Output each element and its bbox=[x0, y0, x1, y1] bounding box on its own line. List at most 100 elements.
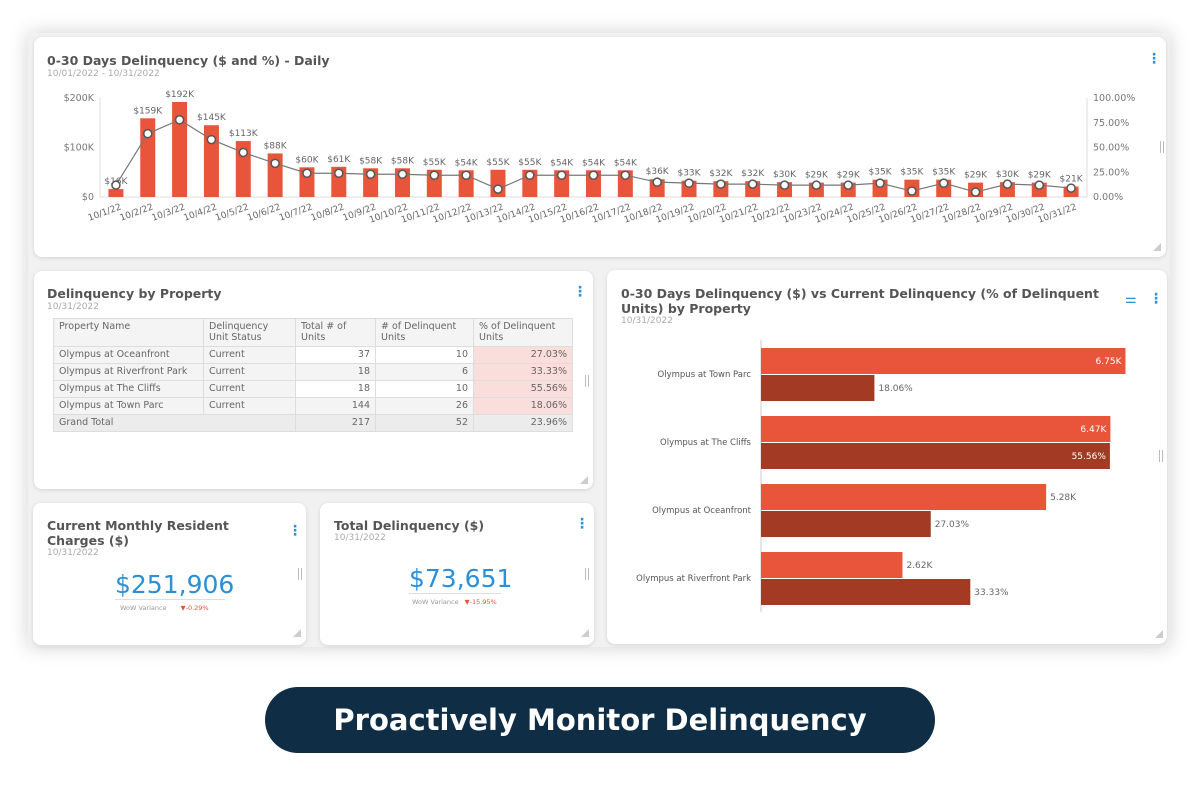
category-label: Olympus at The Cliffs bbox=[660, 438, 752, 448]
resize-grip[interactable] bbox=[1159, 450, 1163, 462]
percent-point bbox=[938, 178, 949, 188]
compare-card: 0-30 Days Delinquency ($) vs Current Del… bbox=[607, 270, 1167, 644]
cell: Olympus at Oceanfront bbox=[53, 346, 204, 364]
bar-label: $58K bbox=[391, 156, 415, 166]
table-row: Olympus at Oceanfront Current 37 10 27.03% bbox=[53, 346, 573, 364]
filter-settings-icon[interactable]: ⚌ bbox=[1125, 292, 1137, 307]
cell: Olympus at The Cliffs bbox=[53, 380, 204, 398]
bar-label: $29K bbox=[1028, 171, 1052, 181]
resize-handle[interactable] bbox=[293, 629, 301, 637]
bar-label: $145K bbox=[197, 113, 227, 123]
resize-handle[interactable] bbox=[1153, 243, 1161, 251]
percent-point bbox=[143, 128, 153, 139]
bar-label: $58K bbox=[359, 156, 383, 166]
x-tick-label: 10/5/22 bbox=[214, 202, 250, 223]
bar-label: $32K bbox=[741, 169, 765, 179]
more-options-icon[interactable]: ⋮ bbox=[573, 284, 587, 300]
percent-point bbox=[111, 180, 121, 190]
variance-value: ▼-15.95% bbox=[464, 598, 497, 606]
bar-label: $32K bbox=[709, 169, 733, 179]
card-subtitle: 10/31/2022 bbox=[334, 533, 386, 543]
table-row: Olympus at Town Parc Current 144 26 18.06% bbox=[53, 397, 573, 415]
column-header[interactable]: Property Name bbox=[53, 318, 204, 347]
card-title: Current Monthly Resident Charges ($) bbox=[47, 518, 229, 548]
y2-tick-label: 25.00% bbox=[1093, 167, 1129, 178]
bar-label: $88K bbox=[264, 141, 288, 151]
bar-label: $33K bbox=[677, 169, 701, 179]
grand-total-row: Grand Total 217 52 23.96% bbox=[53, 414, 573, 432]
percent-point bbox=[493, 184, 503, 194]
bar-delinquency bbox=[761, 416, 1111, 442]
y2-tick-label: 100.00% bbox=[1093, 93, 1135, 104]
column-header[interactable]: Total # of Units bbox=[295, 318, 376, 347]
bar-label: 33.33% bbox=[974, 588, 1009, 598]
percent-point bbox=[588, 170, 599, 180]
x-tick-label: 10/1/22 bbox=[87, 202, 123, 223]
bar-label: $61K bbox=[327, 155, 351, 165]
percent-point bbox=[206, 134, 217, 145]
percent-point bbox=[747, 179, 758, 189]
bar-label: $29K bbox=[964, 171, 988, 181]
resize-handle[interactable] bbox=[1155, 630, 1163, 638]
card-subtitle: 10/01/2022 - 10/31/2022 bbox=[47, 69, 160, 79]
percent-point bbox=[684, 178, 694, 188]
bar-label: $30K bbox=[996, 170, 1020, 180]
bar-percent bbox=[761, 443, 1110, 469]
cell: 18 bbox=[295, 363, 376, 381]
kpi-value: $73,651 bbox=[409, 564, 513, 594]
column-header[interactable]: # of Delinquent Units bbox=[375, 318, 474, 347]
percent-point bbox=[429, 170, 440, 180]
variance-label: WoW Variance bbox=[120, 604, 167, 612]
cell: 37 bbox=[295, 346, 376, 364]
cell: Olympus at Riverfront Park bbox=[53, 363, 204, 381]
bar-delinquency bbox=[761, 484, 1047, 510]
bar bbox=[172, 101, 188, 197]
percent-point bbox=[461, 170, 471, 180]
resize-grip[interactable] bbox=[585, 375, 589, 387]
delinquency-by-property-card: Delinquency by Property 10/31/2022 ⋮ Pro… bbox=[34, 271, 593, 489]
column-header[interactable]: Delinquency Unit Status bbox=[203, 318, 296, 347]
bar-label: $113K bbox=[229, 129, 259, 139]
more-options-icon[interactable]: ⋮ bbox=[575, 516, 589, 532]
resize-grip[interactable] bbox=[1160, 141, 1164, 153]
bar-label: $35K bbox=[869, 168, 893, 178]
bar-percent bbox=[761, 375, 875, 401]
more-options-icon[interactable]: ⋮ bbox=[1147, 51, 1161, 67]
bar-label: $35K bbox=[932, 168, 956, 178]
card-subtitle: 10/31/2022 bbox=[47, 302, 99, 312]
resident-charges-card: Current Monthly Resident Charges ($) 10/… bbox=[33, 503, 306, 645]
resize-handle[interactable] bbox=[580, 476, 588, 484]
bar bbox=[203, 125, 219, 197]
cell: Grand Total bbox=[53, 414, 296, 432]
bar-label: $55K bbox=[423, 158, 447, 168]
card-title: 0-30 Days Delinquency ($) vs Current Del… bbox=[621, 286, 1099, 316]
bar-label: 6.75K bbox=[1096, 357, 1123, 367]
category-label: Olympus at Town Parc bbox=[658, 370, 752, 380]
percent-point bbox=[1066, 183, 1076, 193]
resize-grip[interactable] bbox=[585, 568, 589, 580]
percent-point bbox=[811, 180, 822, 190]
percent-point bbox=[174, 115, 185, 125]
cell: Current bbox=[203, 380, 296, 398]
banner: Proactively Monitor Delinquency bbox=[265, 687, 935, 753]
bar-label: 6.47K bbox=[1080, 425, 1107, 435]
percent-point bbox=[334, 168, 344, 178]
cell: 55.56% bbox=[473, 380, 573, 398]
cell: 23.96% bbox=[473, 414, 573, 432]
variance-label: WoW Variance bbox=[412, 598, 459, 606]
percent-point bbox=[907, 186, 917, 196]
resize-grip[interactable] bbox=[298, 568, 302, 580]
bar-delinquency bbox=[761, 348, 1126, 374]
more-options-icon[interactable]: ⋮ bbox=[1149, 291, 1163, 307]
cell: 6 bbox=[375, 363, 474, 381]
more-options-icon[interactable]: ⋮ bbox=[288, 523, 302, 539]
resize-handle[interactable] bbox=[581, 629, 589, 637]
daily-chart: $0 $100K $200K 0.00% 25.00% 50.00% 75.00% 100.0… bbox=[64, 90, 1136, 226]
bar-label: $60K bbox=[295, 155, 319, 165]
variance: WoW Variance ▼-15.95% bbox=[412, 598, 497, 606]
cell: 52 bbox=[375, 414, 474, 432]
percent-point bbox=[1034, 180, 1044, 190]
y2-tick-label: 75.00% bbox=[1093, 118, 1129, 129]
column-header[interactable]: % of Delinquent Units bbox=[473, 318, 573, 347]
card-title: Delinquency by Property bbox=[47, 286, 222, 301]
